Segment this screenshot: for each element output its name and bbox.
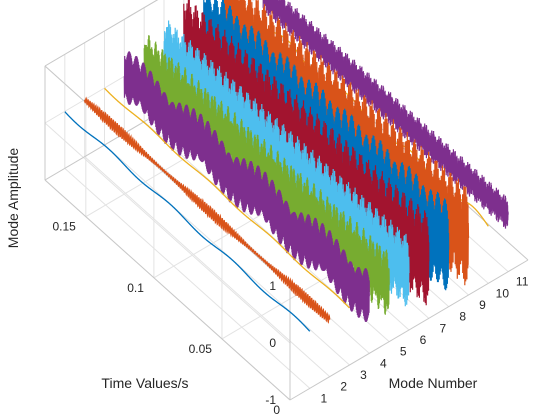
x-tick-label: 0.05 xyxy=(189,342,213,356)
y-tick-label: 9 xyxy=(479,298,486,312)
x-tick-label: 0 xyxy=(273,403,280,415)
x-tick-label: 0.1 xyxy=(127,281,144,295)
y-tick-label: 2 xyxy=(340,380,347,394)
box-edge xyxy=(289,259,529,401)
y-tick-label: 1 xyxy=(320,391,327,405)
series-line-mode-11 xyxy=(262,0,509,229)
y-tick-label: 11 xyxy=(516,275,529,289)
box-edge xyxy=(44,0,159,67)
box-edge xyxy=(44,179,291,401)
y-tick-label: 10 xyxy=(496,286,510,300)
series-line-mode-2 xyxy=(84,96,331,324)
grid-line xyxy=(143,121,390,343)
series-line-mode-3 xyxy=(104,87,350,309)
y-tick-label: 5 xyxy=(400,345,407,359)
y-tick-label: 4 xyxy=(380,356,387,370)
y-tick-label: 8 xyxy=(459,310,466,324)
z-tick-label: 1 xyxy=(269,279,276,293)
series-line-mode-1 xyxy=(64,111,311,332)
series-line-mode-4 xyxy=(123,51,370,323)
grid-line xyxy=(44,122,291,344)
y-tick-label: 3 xyxy=(360,368,367,382)
x-tick-label: 0.15 xyxy=(52,220,76,234)
grid-line xyxy=(84,156,331,378)
grid-line xyxy=(64,167,311,389)
y-tick-label: 6 xyxy=(420,333,427,347)
z-axis-label: Mode Amplitude xyxy=(5,148,21,249)
z-tick-label: -1 xyxy=(265,393,276,407)
z-tick-label: 0 xyxy=(269,336,276,350)
y-axis-label: Mode Number xyxy=(389,375,478,391)
y-tick-label: 7 xyxy=(439,321,446,335)
series-layer xyxy=(64,0,509,332)
x-axis-label: Time Values/s xyxy=(101,375,188,391)
